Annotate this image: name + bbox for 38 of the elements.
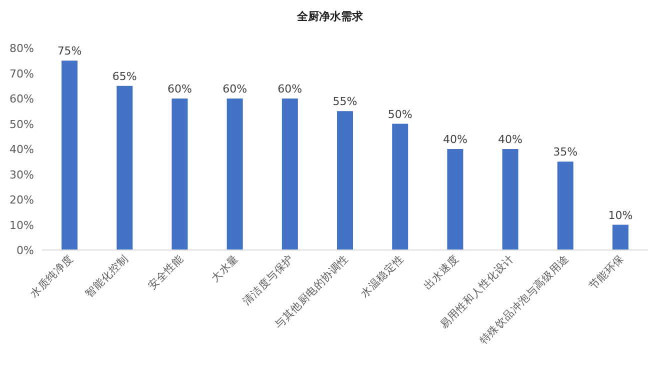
bar [282,98,298,250]
data-label: 60% [222,82,248,96]
data-label: 55% [332,95,358,108]
data-label: 50% [388,108,412,121]
bar [116,86,133,250]
y-tick-label: 20% [10,194,34,206]
y-tick-label: 50% [10,118,34,131]
data-label: 75% [57,44,82,58]
x-tick-label: 安全性能 [146,252,186,292]
y-tick-label: 10% [10,218,34,232]
y-tick-label: 40% [10,143,34,156]
y-tick-label: 30% [10,168,34,182]
x-tick-label: 出水速度 [421,252,462,292]
data-label: 65% [112,70,137,83]
data-label: 60% [278,82,302,96]
y-tick-label: 0% [16,244,34,257]
y-tick-label: 70% [10,67,34,80]
bar [392,124,408,250]
x-tick-label: 节能环保 [586,252,627,292]
bar [502,149,518,250]
bar [62,60,78,250]
bar [337,111,353,250]
y-tick-label: 60% [10,92,34,106]
x-tick-label: 水温稳定性 [358,252,406,300]
bar [557,162,574,250]
y-tick-label: 80% [10,42,34,55]
x-tick-label: 智能化控制 [82,252,131,300]
x-tick-label: 大水量 [208,252,241,284]
bar [612,224,628,250]
data-label: 10% [608,208,633,222]
chart-title: 全厨净水需求 [296,10,364,23]
bar [172,98,188,250]
data-label: 40% [442,133,468,146]
bar [447,149,464,250]
data-label: 35% [553,146,578,159]
bar [226,98,243,250]
data-label: 60% [168,82,192,96]
data-label: 40% [498,133,522,146]
